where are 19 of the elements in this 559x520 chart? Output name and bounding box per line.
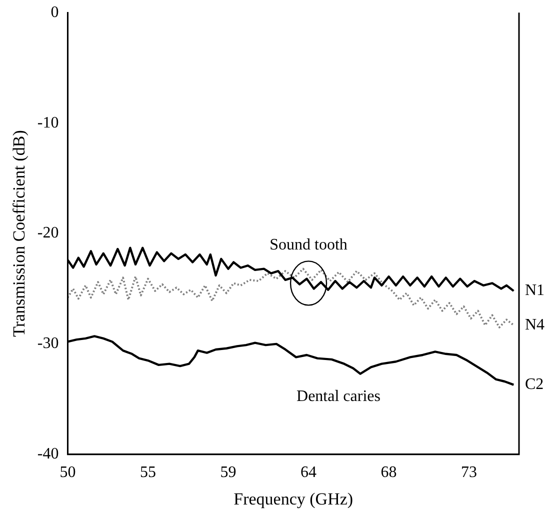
x-tick-label: 73	[461, 464, 478, 482]
y-axis-title: Transmission Coefficient (dB)	[10, 130, 29, 337]
series-label: N4	[525, 316, 545, 334]
series-label: C2	[525, 376, 544, 394]
x-tick-label: 64	[300, 464, 317, 482]
line-series	[68, 268, 515, 328]
annotation: Sound tooth	[270, 236, 348, 254]
x-tick-label: 68	[380, 464, 397, 482]
x-axis-title: Frequency (GHz)	[234, 489, 354, 508]
x-tick-label: 59	[220, 464, 236, 482]
y-tick-label: 0	[50, 4, 59, 21]
series-label: N1	[525, 282, 545, 300]
x-tick-label: 55	[140, 464, 156, 482]
x-tick-label: 50	[60, 464, 76, 482]
y-tick-label: -30	[37, 335, 59, 352]
y-tick-label: -10	[37, 114, 59, 132]
y-tick-label: -20	[37, 224, 59, 242]
y-tick-label: -40	[37, 446, 59, 463]
annotation: Dental caries	[296, 388, 380, 406]
